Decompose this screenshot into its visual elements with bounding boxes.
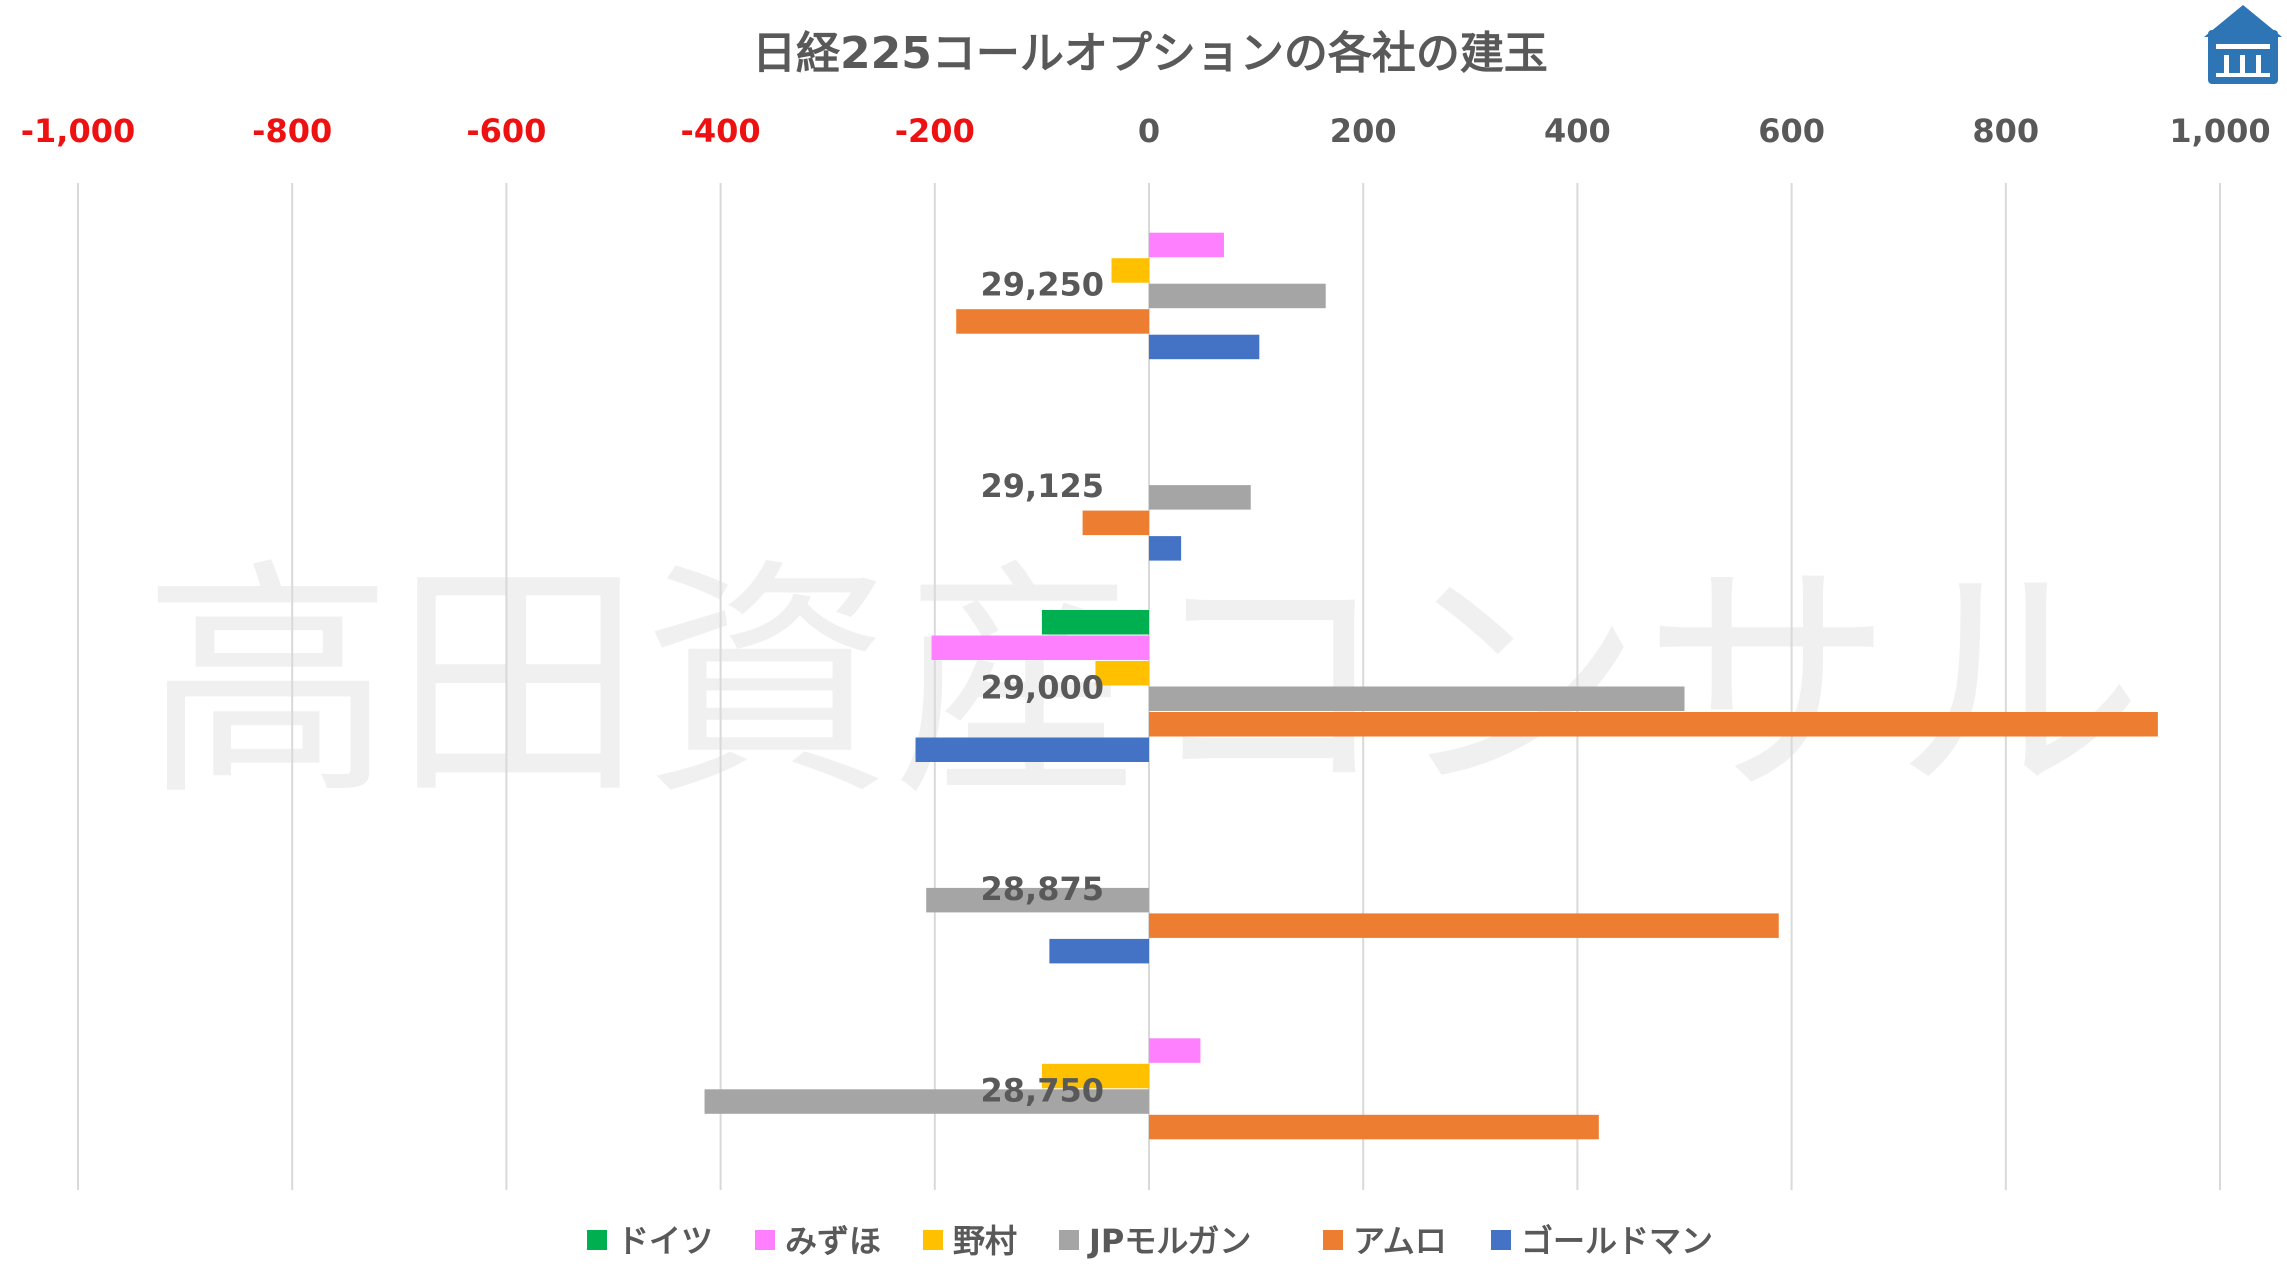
bar-ドイツ-29,000 — [1041, 610, 1149, 635]
bar-野村-29,000 — [1095, 661, 1149, 686]
bar-JPモルガン-28,750 — [704, 1089, 1149, 1114]
bar-JPモルガン-29,000 — [1149, 686, 1685, 711]
x-tick-label: 200 — [1330, 112, 1397, 150]
category-label: 28,875 — [981, 870, 1104, 908]
bar-ゴールドマン-29,250 — [1149, 334, 1260, 360]
x-tick-label: 0 — [1138, 112, 1160, 150]
legend-swatch — [755, 1230, 775, 1250]
category-label: 29,250 — [981, 266, 1104, 304]
legend: ドイツ みずほ 野村 JPモルガン アムロ ゴールドマン — [587, 1222, 1713, 1260]
category-label: 28,750 — [981, 1071, 1104, 1109]
bar-ゴールドマン-29,125 — [1149, 536, 1182, 561]
chart-title: 日経225コールオプションの各社の建玉 — [752, 28, 1548, 79]
bars — [704, 232, 2158, 1140]
x-tick-label: 1,000 — [2169, 112, 2270, 150]
legend-swatch — [923, 1230, 943, 1250]
bar-みずほ-29,250 — [1149, 232, 1224, 258]
bar-アムロ-29,000 — [1149, 712, 2158, 737]
legend-label: 野村 — [953, 1222, 1017, 1260]
bar-野村-28,750 — [1041, 1063, 1149, 1089]
bar-野村-29,250 — [1111, 258, 1149, 283]
bar-アムロ-29,125 — [1082, 510, 1149, 536]
bar-みずほ-29,000 — [931, 635, 1149, 660]
bar-アムロ-29,250 — [956, 309, 1149, 334]
legend-swatch — [1059, 1230, 1079, 1250]
x-axis-ticks: -1,000 -800 -600 -400 -200 0 200 400 600 800 1,000 — [21, 112, 2271, 150]
bar-アムロ-28,875 — [1149, 913, 1779, 938]
bar-ゴールドマン-28,875 — [1049, 938, 1149, 964]
bar-JPモルガン-29,125 — [1149, 485, 1251, 510]
house-logo-icon — [2204, 5, 2282, 84]
x-tick-label: 800 — [1972, 112, 2039, 150]
x-tick-label: 400 — [1544, 112, 1611, 150]
legend-label: みずほ — [785, 1222, 881, 1260]
legend-swatch — [1491, 1230, 1511, 1250]
x-tick-label: -400 — [681, 112, 761, 150]
x-tick-label: -800 — [252, 112, 332, 150]
legend-label: アムロ — [1353, 1222, 1447, 1260]
legend-label: ゴールドマン — [1521, 1222, 1713, 1260]
bar-みずほ-28,750 — [1149, 1038, 1201, 1063]
category-labels: 29,250 29,125 29,000 28,875 28,750 — [981, 266, 1104, 1110]
x-tick-label: 600 — [1758, 112, 1825, 150]
legend-label: JPモルガン — [1087, 1222, 1251, 1260]
x-tick-label: -1,000 — [21, 112, 136, 150]
x-tick-label: -200 — [895, 112, 975, 150]
bar-JPモルガン-28,875 — [926, 887, 1149, 913]
legend-swatch — [1323, 1230, 1343, 1250]
bar-ゴールドマン-29,000 — [915, 737, 1149, 762]
bar-JPモルガン-29,250 — [1149, 283, 1326, 309]
bar-アムロ-28,750 — [1149, 1114, 1599, 1140]
category-label: 29,125 — [981, 467, 1104, 505]
category-label: 29,000 — [981, 669, 1104, 707]
legend-label: ドイツ — [617, 1222, 713, 1260]
x-tick-label: -600 — [466, 112, 546, 150]
legend-swatch — [587, 1230, 607, 1250]
gridlines — [77, 183, 2221, 1190]
